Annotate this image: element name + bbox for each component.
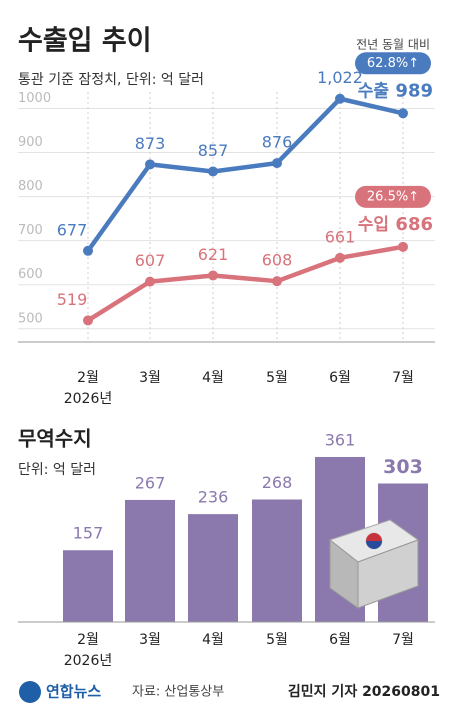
data-label: 268	[262, 473, 293, 492]
x-tick-label: 6월	[329, 632, 351, 648]
chart-subtitle: 단위: 억 달러	[18, 462, 96, 478]
bar	[63, 550, 113, 622]
chart-title: 수출입 추이	[18, 26, 152, 57]
data-point	[398, 241, 408, 252]
data-point	[335, 93, 345, 104]
series-name: 수입	[358, 215, 389, 235]
x-tick-label: 3월	[139, 370, 161, 386]
year-label: 2026년	[64, 653, 113, 669]
change-label: 62.8%↑	[367, 56, 419, 71]
x-tick-label: 2월	[77, 370, 99, 386]
x-tick-label: 7월	[392, 632, 414, 648]
data-label: 519	[57, 290, 88, 309]
y-tick-label: 900	[18, 135, 43, 150]
logo-text: 연합뉴스	[46, 683, 101, 701]
y-tick-label: 600	[18, 267, 43, 282]
data-point	[272, 276, 282, 287]
series-line	[86, 96, 404, 253]
change-badge	[355, 185, 431, 208]
x-tick-label: 2월	[77, 632, 99, 648]
data-label: 157	[73, 524, 104, 543]
data-point	[208, 166, 218, 177]
data-point	[208, 270, 218, 281]
bar	[252, 499, 302, 622]
change-label: 26.5%↑	[367, 189, 419, 204]
data-label: 873	[135, 134, 166, 153]
data-label: 857	[198, 141, 229, 160]
x-tick-label: 4월	[202, 370, 224, 386]
bar	[188, 514, 238, 622]
data-point	[83, 245, 93, 256]
x-tick-label: 5월	[266, 370, 288, 386]
data-label: 876	[262, 133, 293, 152]
data-point	[398, 108, 408, 119]
data-label: 677	[57, 220, 88, 239]
data-point	[83, 315, 93, 326]
series-name: 수출	[358, 81, 390, 101]
data-point	[145, 276, 155, 287]
credit: 김민지 기자 20260801	[288, 683, 440, 700]
data-label: 686	[395, 214, 433, 235]
chart-title: 무역수지	[18, 427, 92, 451]
container-icon	[328, 519, 420, 609]
bar	[125, 499, 175, 622]
series-line	[86, 244, 404, 323]
y-tick-label: 800	[18, 179, 43, 194]
x-tick-label: 3월	[139, 632, 161, 648]
data-point	[335, 252, 345, 263]
data-label: 267	[135, 473, 166, 492]
data-label: 989	[395, 80, 433, 101]
year-label: 2026년	[64, 391, 113, 407]
y-tick-label: 500	[18, 311, 43, 326]
data-label: 1,022	[317, 68, 363, 87]
y-tick-label: 1000	[18, 91, 51, 106]
data-label: 621	[198, 245, 229, 264]
source: 자료: 산업통상부	[132, 685, 224, 700]
data-label: 661	[325, 227, 356, 246]
data-label: 236	[198, 488, 229, 507]
change-badge	[355, 52, 431, 75]
x-tick-label: 6월	[329, 370, 351, 386]
x-tick-label: 4월	[202, 632, 224, 648]
chart-subtitle: 통관 기준 잠정치, 단위: 억 달러	[18, 72, 204, 88]
data-label: 607	[135, 251, 166, 270]
data-label: 361	[325, 430, 356, 449]
x-tick-label: 7월	[392, 370, 414, 386]
x-tick-label: 5월	[266, 632, 288, 648]
data-point	[272, 158, 282, 169]
data-label: 608	[262, 251, 293, 270]
annotation: 전년 동월 대비	[356, 38, 430, 52]
y-tick-label: 700	[18, 223, 43, 238]
logo-mark	[19, 681, 41, 703]
data-label: 303	[383, 456, 423, 478]
data-point	[145, 159, 155, 170]
